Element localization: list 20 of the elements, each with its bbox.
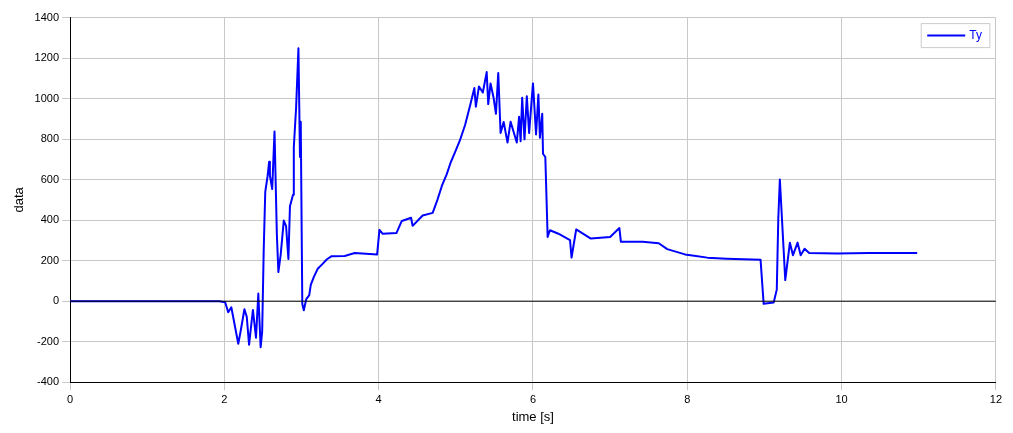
y-tick-label: 0 xyxy=(52,294,60,307)
y-tick-label: 400 xyxy=(40,213,60,226)
legend-label: Ty xyxy=(969,27,982,42)
y-tick-label: 600 xyxy=(40,172,60,185)
x-tick-label: 2 xyxy=(221,392,228,405)
y-tick-label: -200 xyxy=(37,334,60,347)
x-tick-label: 0 xyxy=(67,392,74,405)
x-tick-label: 4 xyxy=(375,392,382,405)
x-tick-label: 10 xyxy=(835,392,848,405)
y-tick-label: 1000 xyxy=(34,91,60,104)
y-tick-label: 1200 xyxy=(34,51,60,64)
y-tick-label: 1400 xyxy=(34,10,60,23)
x-axis-title: time [s] xyxy=(512,408,554,424)
x-tick-label: 8 xyxy=(684,392,691,405)
y-tick-label: 200 xyxy=(40,253,60,266)
x-tick-label: 12 xyxy=(989,392,1003,405)
y-axis-title: data xyxy=(11,186,27,213)
x-tick-label: 6 xyxy=(529,392,537,405)
y-tick-label: -400 xyxy=(37,375,60,388)
y-tick-label: 800 xyxy=(40,132,60,145)
